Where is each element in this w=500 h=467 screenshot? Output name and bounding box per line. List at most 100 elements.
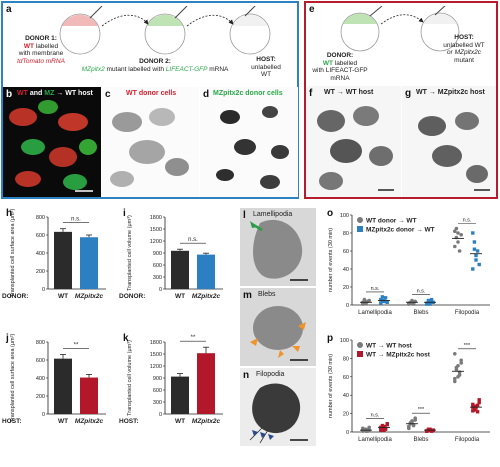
x-tick-label: Blebs [413, 310, 428, 316]
data-point [382, 428, 386, 432]
legend-marker [357, 217, 363, 223]
y-tick-label: 200 [36, 394, 45, 400]
sig-label: *** [464, 343, 471, 349]
data-point [454, 226, 459, 231]
data-point [367, 425, 371, 430]
bar [171, 250, 189, 289]
chart-h: 0 200 400 600 800 Transplanted cell surface a… [0, 205, 118, 328]
micro-g-label: WT → MZpitx2c host [416, 89, 485, 96]
x-tick-label: WT [58, 293, 68, 300]
data-point [471, 231, 475, 235]
transplant-schematic-e [340, 6, 460, 52]
micrograph-n [240, 368, 316, 446]
data-point [457, 373, 462, 377]
row-label: DONOR: [2, 293, 28, 300]
y-tick-label: 900 [153, 251, 162, 257]
row-label: HOST: [119, 418, 139, 425]
data-point [477, 262, 481, 267]
data-point [453, 352, 457, 356]
legend-label: WT → MZpitx2c host [366, 352, 431, 359]
y-tick-label: 1200 [150, 239, 162, 245]
sig-label: n.s. [371, 413, 380, 419]
data-point [453, 379, 457, 384]
y-tick-label: 800 [36, 215, 45, 221]
x-tick-label: Filopodia [455, 437, 480, 443]
legend-marker [357, 226, 363, 232]
y-axis-label: number of events (30 min) [328, 228, 334, 292]
micro-b-label: WT and MZ → WT host [17, 90, 93, 97]
y-tick-label: 20 [343, 285, 349, 291]
data-point [456, 363, 460, 368]
y-tick-label: 900 [153, 376, 162, 382]
micrograph-g [402, 86, 496, 197]
data-point [367, 298, 371, 303]
data-point [459, 233, 463, 237]
y-tick-label: 200 [36, 269, 45, 275]
row-label: HOST: [2, 418, 22, 425]
data-point [475, 249, 480, 253]
data-point [379, 427, 383, 431]
micrograph-c [102, 87, 199, 197]
legend-label: WT donor → WT [366, 218, 417, 225]
x-tick-label: WT [175, 418, 185, 425]
sig-label: ** [74, 343, 79, 349]
transplant-schematic-a [59, 6, 271, 55]
x-tick-label: Blebs [413, 437, 428, 443]
data-point [413, 418, 417, 422]
y-axis-label: Transplanted cell volume (μm³) [127, 340, 133, 416]
sig-label: n.s. [371, 286, 380, 292]
data-point [411, 302, 416, 306]
data-point [379, 297, 383, 302]
panel-label-j: j [6, 333, 9, 344]
y-tick-label: 100 [340, 338, 349, 344]
data-point [380, 295, 385, 299]
sig-label: ** [191, 335, 196, 341]
panel-label-n: n [243, 370, 250, 381]
micrograph-l [240, 208, 316, 286]
sig-label: n.s. [463, 218, 472, 224]
y-tick-label: 60 [343, 249, 349, 255]
data-point [472, 240, 477, 244]
data-point [457, 249, 462, 253]
data-point [453, 229, 457, 233]
x-tick-label: Lamellipodia [358, 437, 392, 443]
y-tick-label: 1200 [150, 364, 162, 370]
x-tick-label: Filopodia [455, 310, 480, 316]
data-point [453, 244, 457, 249]
data-point [477, 400, 481, 405]
y-tick-label: 1500 [150, 227, 162, 233]
sig-label: *** [418, 407, 425, 413]
data-point [411, 423, 416, 428]
chart-j: 0 200 400 600 800 Transplanted cell surface a… [0, 330, 118, 453]
data-point [459, 358, 463, 363]
micrograph-f [306, 86, 401, 197]
y-tick-label: 40 [343, 267, 349, 273]
micro-d-label: MZpitx2c donor cells [213, 90, 283, 97]
y-tick-label: 40 [343, 393, 349, 399]
y-tick-label: 400 [36, 376, 45, 382]
y-tick-label: 20 [343, 412, 349, 418]
y-tick-label: 300 [153, 275, 162, 281]
chart-i: 0 300 600 900 1200 1500 1800 Transplanted cell … [117, 205, 235, 328]
data-point [410, 298, 414, 303]
panel-label-m: m [243, 290, 252, 301]
data-point [362, 297, 367, 302]
data-point [471, 402, 475, 407]
x-tick-label: WT [175, 293, 185, 300]
data-point [477, 398, 481, 402]
x-tick-label: MZpitx2c [75, 418, 104, 425]
y-tick-label: 300 [153, 400, 162, 406]
sig-label: n.s. [71, 217, 81, 223]
data-point [459, 361, 463, 365]
sig-label: n.s. [188, 237, 198, 243]
legend-marker [357, 351, 363, 357]
chart-k: 0 300 600 900 1200 1500 1800 Transplanted cell … [117, 330, 235, 453]
data-point [426, 298, 431, 303]
legend-label: WT → WT host [366, 343, 413, 350]
data-point [475, 410, 480, 414]
bar [197, 353, 215, 414]
bar [54, 358, 72, 414]
micro-m-label: Blebs [258, 291, 276, 298]
y-tick-label: 0 [159, 412, 162, 418]
data-point [380, 423, 385, 428]
